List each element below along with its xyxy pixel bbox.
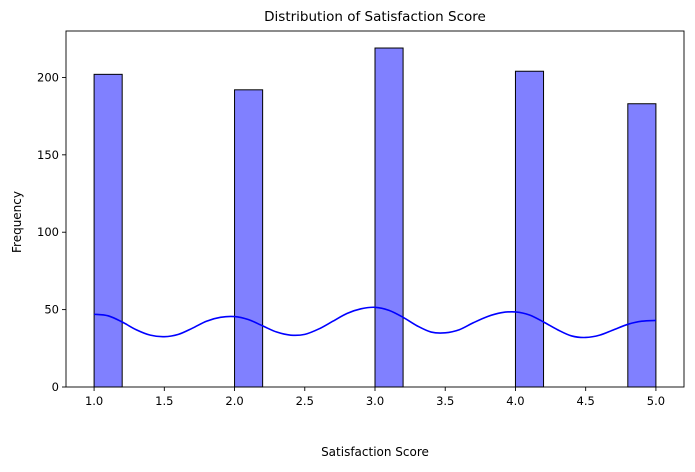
histogram-bar xyxy=(514,70,545,388)
x-axis-label: Satisfaction Score xyxy=(321,445,429,459)
kde-line xyxy=(94,306,656,339)
y-tick-label: 150 xyxy=(37,148,59,162)
x-tick-label: 1.0 xyxy=(85,394,103,408)
x-tick-label: 4.5 xyxy=(577,394,595,408)
x-tick-label: 4.0 xyxy=(506,394,524,408)
ticks-layer: 1.0 1.5 2.0 2.5 3.0 3.5 4.0 4.5 5.0 0 50 100 150 200 xyxy=(37,70,665,408)
x-tick-label: 2.0 xyxy=(225,394,243,408)
x-tick-label: 5.0 xyxy=(647,394,665,408)
kde-layer xyxy=(94,306,656,339)
x-tick-label: 3.0 xyxy=(366,394,384,408)
y-tick-label: 50 xyxy=(44,303,59,317)
histogram-bar xyxy=(627,103,657,388)
y-tick-label: 100 xyxy=(37,225,59,239)
x-tick-label: 1.5 xyxy=(155,394,173,408)
y-axis-label: Frequency xyxy=(10,191,24,253)
histogram-bar xyxy=(374,47,404,388)
bars-layer xyxy=(93,47,657,388)
y-tick-label: 0 xyxy=(52,380,59,394)
chart-title: Distribution of Satisfaction Score xyxy=(264,9,486,25)
y-tick-label: 200 xyxy=(37,70,59,84)
x-tick-label: 3.5 xyxy=(436,394,454,408)
histogram-bar xyxy=(93,73,123,388)
histogram-bar xyxy=(234,89,264,388)
x-tick-label: 2.5 xyxy=(296,394,314,408)
